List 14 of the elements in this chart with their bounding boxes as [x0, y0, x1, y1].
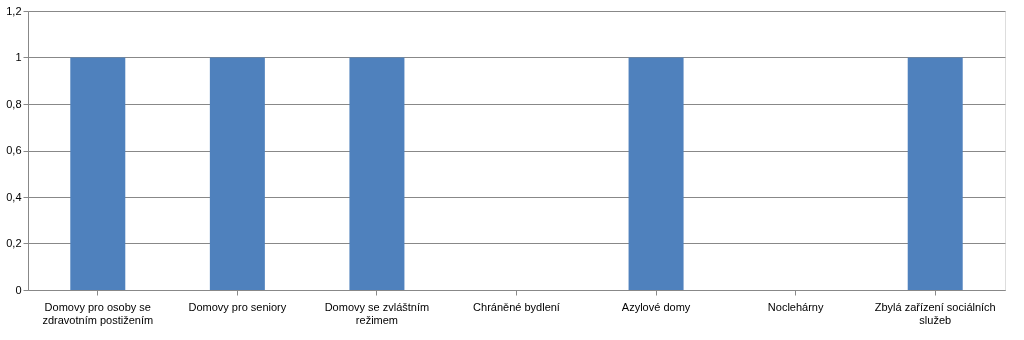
- y-tick-label: 0,2: [6, 237, 22, 249]
- x-tick-label: Domovy se zvláštním režimem: [324, 300, 430, 326]
- y-tick-label: 0,8: [6, 97, 22, 110]
- x-tick-label: Chráněné bydlení: [473, 300, 560, 313]
- y-tick-label: 1,2: [6, 4, 22, 17]
- y-tick-label: 1: [15, 51, 22, 63]
- x-tick-label: Noclehárny: [767, 300, 824, 313]
- x-tick-label: Domovy pro osoby se zdravotním postižením: [42, 300, 154, 326]
- y-tick-label: 0,6: [6, 144, 22, 156]
- x-tick-label: Zbylá zařízení sociálních služeb: [874, 300, 996, 326]
- y-tick-label: 0: [15, 283, 22, 296]
- y-tick-label: 0,4: [6, 190, 22, 203]
- x-tick-label: Domovy pro seniory: [188, 300, 287, 313]
- x-tick-label: Azylové domy: [621, 300, 691, 313]
